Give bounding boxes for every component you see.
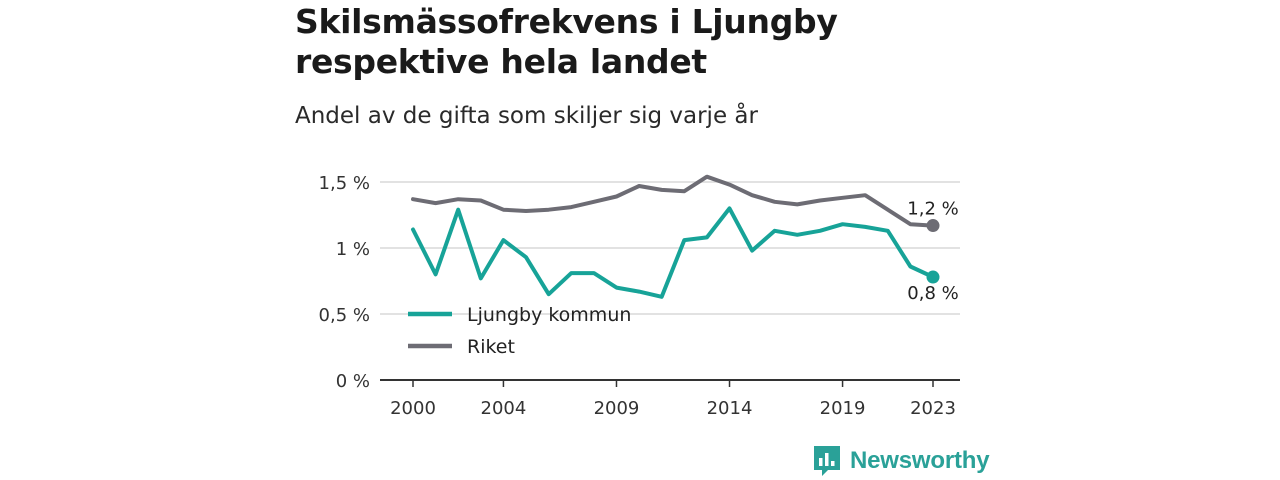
newsworthy-logo-icon	[814, 446, 840, 476]
y-axis-ticks: 0 % 0,5 % 1 % 1,5 %	[319, 173, 370, 392]
chart-title: Skilsmässofrekvens i Ljungby respektive …	[295, 2, 838, 81]
x-axis: 2000 2004 2009 2014 2019 2023	[380, 379, 960, 419]
series-end-marker-ljungby	[926, 270, 940, 284]
series-end-label-riket: 1,2 %	[907, 199, 958, 220]
series-lines: 0,8 % 1,2 %	[411, 174, 959, 304]
x-tick-label: 2019	[820, 398, 866, 419]
series-end-label-ljungby: 0,8 %	[907, 283, 958, 304]
grid-lines	[380, 181, 960, 315]
series-line-ljungby	[411, 206, 935, 299]
x-tick-label: 2009	[594, 398, 640, 419]
x-tick-label: 2014	[707, 398, 753, 419]
brand-logo: Newsworthy	[812, 444, 990, 478]
chart-subtitle: Andel av de gifta som skiljer sig varje …	[295, 103, 758, 129]
x-tick-label: 2023	[910, 398, 956, 419]
series-line-riket	[411, 174, 935, 228]
y-tick-label: 0 %	[336, 371, 370, 392]
y-tick-label: 1,5 %	[319, 173, 370, 194]
y-tick-label: 0,5 %	[319, 305, 370, 326]
x-tick-label: 2000	[390, 398, 436, 419]
legend-label-riket: Riket	[467, 336, 515, 358]
x-tick-label: 2004	[481, 398, 527, 419]
legend-label-ljungby: Ljungby kommun	[467, 304, 631, 326]
legend: Ljungby kommun Riket	[408, 304, 631, 358]
brand-name: Newsworthy	[850, 447, 990, 474]
y-tick-label: 1 %	[336, 239, 370, 260]
series-end-marker-riket	[926, 219, 940, 233]
